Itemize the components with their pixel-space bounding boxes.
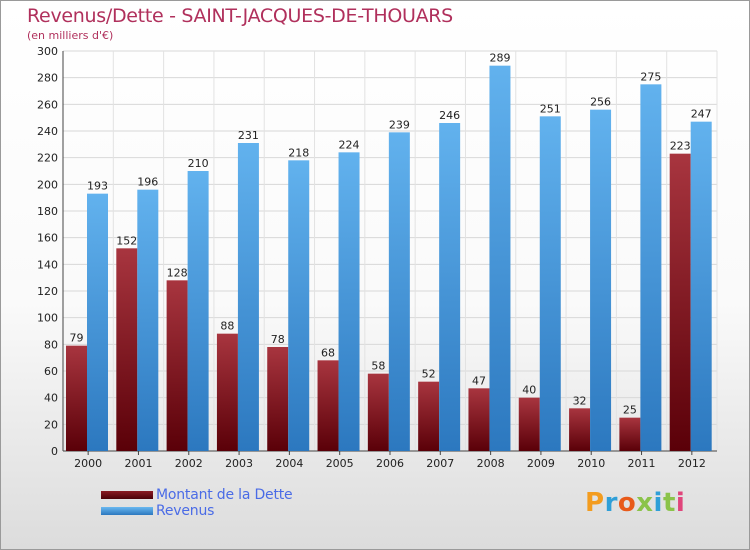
x-tick-label: 2007 xyxy=(426,457,454,470)
chart-title: Revenus/Dette - SAINT-JACQUES-DE-THOUARS xyxy=(27,5,453,27)
y-tick-label: 200 xyxy=(37,178,58,191)
x-tick-label: 2010 xyxy=(577,457,605,470)
x-tick-label: 2011 xyxy=(628,457,656,470)
x-tick-label: 2008 xyxy=(477,457,505,470)
y-tick-label: 140 xyxy=(37,258,58,271)
bar-dette xyxy=(116,248,138,451)
bars xyxy=(66,65,712,452)
legend-label-dette: Montant de la Dette xyxy=(156,487,293,503)
bar-revenus xyxy=(489,65,511,452)
data-label-dette: 88 xyxy=(220,320,234,333)
x-tick-label: 2012 xyxy=(678,457,706,470)
x-tick-label: 2000 xyxy=(74,457,102,470)
x-tick-label: 2003 xyxy=(225,457,253,470)
legend-swatch-revenus xyxy=(101,507,153,515)
data-label-revenus: 218 xyxy=(288,146,309,159)
y-tick-label: 60 xyxy=(44,365,58,378)
bar-dette xyxy=(418,381,440,451)
bar-revenus xyxy=(388,132,410,452)
data-label-dette: 128 xyxy=(167,266,188,279)
data-label-revenus: 239 xyxy=(389,118,410,131)
data-label-dette: 32 xyxy=(573,394,587,407)
bar-dette xyxy=(669,153,691,451)
data-labels: 79 193 152 196 128 210 88 231 78 218 68 224 58 239 52 2… xyxy=(70,52,712,417)
data-label-dette: 79 xyxy=(70,332,84,345)
x-tick-label: 2006 xyxy=(376,457,404,470)
bar-revenus xyxy=(439,123,461,451)
data-label-dette: 52 xyxy=(422,368,436,381)
bar-dette xyxy=(569,408,591,451)
data-label-revenus: 256 xyxy=(590,96,611,109)
y-tick-label: 0 xyxy=(51,445,58,458)
bar-dette xyxy=(317,360,339,451)
y-tick-label: 80 xyxy=(44,338,58,351)
bar-revenus xyxy=(590,109,612,452)
y-tick-label: 240 xyxy=(37,125,58,138)
y-tick-label: 40 xyxy=(44,392,58,405)
bar-revenus xyxy=(87,193,108,451)
data-label-revenus: 231 xyxy=(238,129,259,142)
x-tick-label: 2001 xyxy=(124,457,152,470)
y-tick-label: 220 xyxy=(37,152,58,165)
data-label-dette: 47 xyxy=(472,374,486,387)
bar-dette xyxy=(267,347,289,451)
y-tick-label: 300 xyxy=(37,45,58,58)
data-label-dette: 58 xyxy=(371,360,385,373)
bar-dette xyxy=(619,417,641,451)
data-label-dette: 78 xyxy=(271,333,285,346)
bar-dette xyxy=(66,345,87,451)
y-tick-label: 20 xyxy=(44,418,58,431)
y-tick-label: 280 xyxy=(37,72,58,85)
bar-dette xyxy=(518,397,540,451)
y-tick-label: 100 xyxy=(37,312,58,325)
y-tick-label: 120 xyxy=(37,285,58,298)
x-tick-label: 2005 xyxy=(326,457,354,470)
bar-revenus xyxy=(137,189,159,451)
data-label-revenus: 251 xyxy=(540,102,561,115)
y-tick-label: 160 xyxy=(37,232,58,245)
data-label-dette: 25 xyxy=(623,404,637,417)
bar-revenus xyxy=(690,121,712,452)
proxiti-logo: Proxiti xyxy=(585,488,686,518)
bar-revenus xyxy=(237,143,259,451)
bar-dette xyxy=(216,333,238,451)
legend-swatch-dette xyxy=(101,491,153,499)
y-tick-label: 260 xyxy=(37,98,58,111)
data-label-dette: 223 xyxy=(670,140,691,153)
bar-revenus xyxy=(288,160,310,452)
data-label-dette: 40 xyxy=(522,384,536,397)
data-label-revenus: 247 xyxy=(691,108,712,121)
data-label-dette: 152 xyxy=(116,234,137,247)
bar-revenus xyxy=(187,171,209,451)
data-label-dette: 68 xyxy=(321,346,335,359)
data-label-revenus: 246 xyxy=(439,109,460,122)
data-label-revenus: 289 xyxy=(489,52,510,65)
legend-label-revenus: Revenus xyxy=(156,503,215,519)
bar-revenus xyxy=(640,84,662,451)
y-tick-label: 180 xyxy=(37,205,58,218)
data-label-revenus: 224 xyxy=(339,138,360,151)
x-tick-label: 2004 xyxy=(275,457,303,470)
data-label-revenus: 193 xyxy=(87,180,108,193)
bar-dette xyxy=(166,280,188,451)
x-tick-label: 2009 xyxy=(527,457,555,470)
x-tick-label: 2002 xyxy=(175,457,203,470)
chart-subtitle: (en milliers d'€) xyxy=(27,29,114,42)
data-label-revenus: 275 xyxy=(640,70,661,83)
bar-dette xyxy=(367,373,389,451)
bar-revenus xyxy=(338,152,360,452)
data-label-revenus: 210 xyxy=(188,157,209,170)
data-label-revenus: 196 xyxy=(137,176,158,189)
bar-revenus xyxy=(539,116,561,451)
bar-dette xyxy=(468,388,490,451)
